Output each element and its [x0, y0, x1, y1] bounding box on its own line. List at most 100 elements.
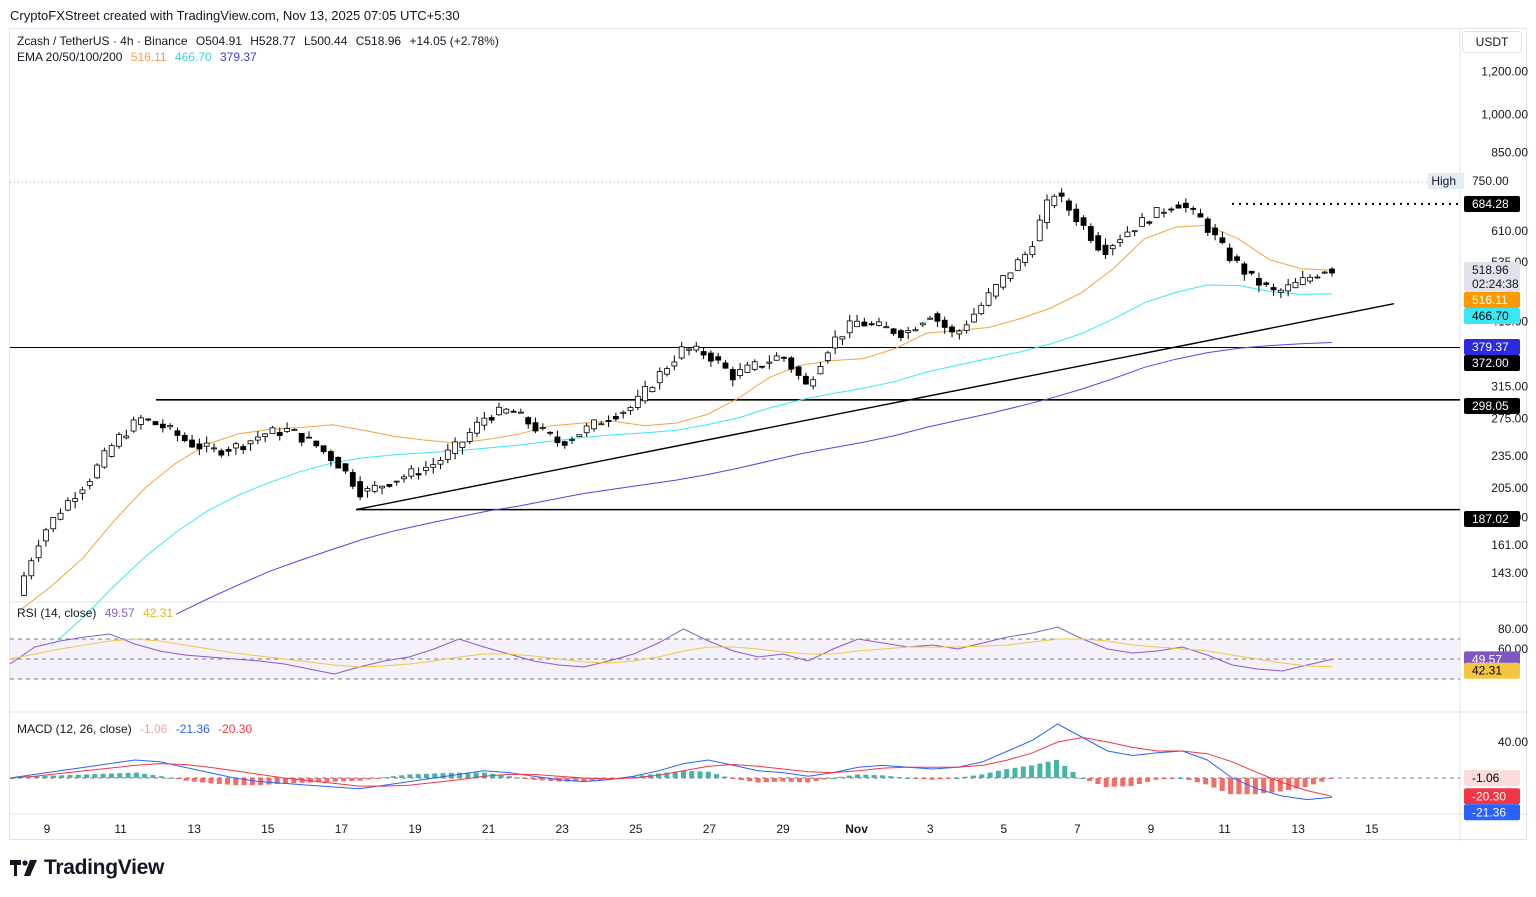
chart-frame[interactable]: 1,200.001,000.00850.00610.00535.00415.00… [9, 28, 1528, 841]
candle-body [306, 436, 312, 439]
macd-bar [788, 778, 794, 782]
symbol-legend[interactable]: Zcash / TetherUS · 4h · Binance O504.91 … [17, 34, 504, 48]
macd-bar [166, 777, 172, 779]
macd-bar [332, 778, 338, 782]
candle-body [1277, 289, 1284, 293]
ascending-trendline [355, 303, 1395, 511]
currency-selector[interactable]: USDT [1462, 31, 1522, 53]
rsi-label[interactable]: RSI (14, close) [17, 606, 97, 620]
candle-body [130, 419, 137, 432]
macd-price-label: -1.06 [1472, 771, 1500, 785]
macd-bar [979, 774, 985, 778]
macd-tick-label: 40.00 [1498, 735, 1528, 749]
chart-caption: CryptoFXStreet created with TradingView.… [10, 8, 460, 23]
tradingview-logo[interactable]: TradingView [10, 856, 164, 880]
time-tick-label: 5 [1000, 822, 1007, 836]
time-tick-label: 29 [776, 822, 790, 836]
candle-body [1161, 211, 1167, 214]
candle-body [992, 284, 999, 297]
time-tick-label: 7 [1074, 822, 1081, 836]
candle-body [452, 441, 459, 454]
candle-body [262, 433, 269, 437]
macd-bar [200, 778, 206, 783]
macd-bar [971, 775, 977, 778]
candle-body [934, 313, 941, 322]
candle-body [1139, 217, 1145, 227]
macd-bar [805, 778, 811, 783]
candle-body [963, 324, 970, 331]
candle-body [832, 336, 839, 349]
candle-body [1197, 213, 1204, 218]
macd-bar [755, 778, 761, 783]
time-tick-label: 23 [556, 822, 570, 836]
candle-body [145, 418, 152, 421]
candle-body [364, 488, 371, 492]
candle-body [328, 451, 334, 462]
candle-body [408, 468, 415, 477]
candle-body [1102, 244, 1109, 255]
candle-body [656, 371, 663, 384]
macd-bar [1087, 778, 1093, 781]
macd-bar [672, 771, 678, 778]
candle-body [781, 356, 787, 359]
candle-body [576, 434, 583, 437]
rsi-label-bg [1464, 662, 1520, 679]
candle-body [371, 484, 378, 492]
price-label: 516.11 [1472, 293, 1508, 307]
candle-body [422, 466, 429, 471]
rsi-legend[interactable]: RSI (14, close) 49.57 42.31 [17, 606, 178, 620]
macd-bar [1178, 778, 1184, 779]
macd-legend[interactable]: MACD (12, 26, close) -1.06 -21.36 -20.30 [17, 722, 257, 736]
candle-body [722, 362, 729, 369]
candle-body [1087, 226, 1094, 241]
macd-bar [291, 778, 297, 784]
macd-bar [1136, 778, 1142, 784]
price-label-bg [1464, 276, 1520, 292]
ema-label[interactable]: EMA 20/50/100/200 [17, 50, 123, 64]
macd-bar [67, 775, 73, 778]
candle-body [868, 323, 875, 326]
macd-bar [689, 771, 695, 778]
candle-body [159, 423, 166, 429]
price-tick-label: 315.00 [1491, 380, 1528, 394]
macd-bar [324, 778, 330, 782]
candle-body [349, 472, 356, 487]
candle-body [751, 361, 758, 370]
candle-body [1073, 208, 1080, 222]
candle-body [79, 489, 86, 494]
candle-body [649, 387, 656, 393]
macd-bar [846, 775, 852, 778]
candle-body [101, 450, 108, 468]
macd-bar [17, 777, 23, 779]
candle-body [1190, 207, 1197, 210]
macd-bar [747, 778, 753, 782]
macd-bar [548, 778, 554, 781]
candle-body [444, 449, 451, 460]
candle-body [430, 464, 437, 468]
candle-body [1256, 278, 1262, 286]
ema-legend[interactable]: EMA 20/50/100/200 516.11 466.70 379.37 [17, 50, 262, 64]
macd-bar [1037, 763, 1043, 778]
macd-bar [995, 770, 1001, 778]
candle-body [693, 345, 700, 351]
macd-bar [241, 778, 247, 786]
chart-canvas[interactable]: 1,200.001,000.00850.00610.00535.00415.00… [10, 29, 1528, 841]
symbol-name[interactable]: Zcash / TetherUS · 4h · Binance [17, 34, 188, 48]
macd-bar [423, 773, 429, 778]
macd-bar [1029, 765, 1035, 778]
time-tick-label: 11 [1218, 822, 1231, 836]
brand-name: TradingView [44, 856, 165, 879]
macd-bar [1020, 766, 1026, 778]
rsi-tick-label: 80.00 [1498, 622, 1528, 636]
candle-body [1270, 287, 1277, 291]
candle-body [1066, 200, 1072, 211]
price-label: 750.00 [1472, 174, 1509, 188]
ema50-value: 466.70 [174, 50, 212, 64]
macd-bar [531, 778, 537, 780]
macd-bar [937, 778, 943, 780]
macd-bar [863, 774, 869, 778]
macd-label[interactable]: MACD (12, 26, close) [17, 722, 132, 736]
macd-bar [1236, 778, 1242, 795]
macd-bar [283, 778, 289, 784]
macd-bar [1062, 766, 1068, 778]
